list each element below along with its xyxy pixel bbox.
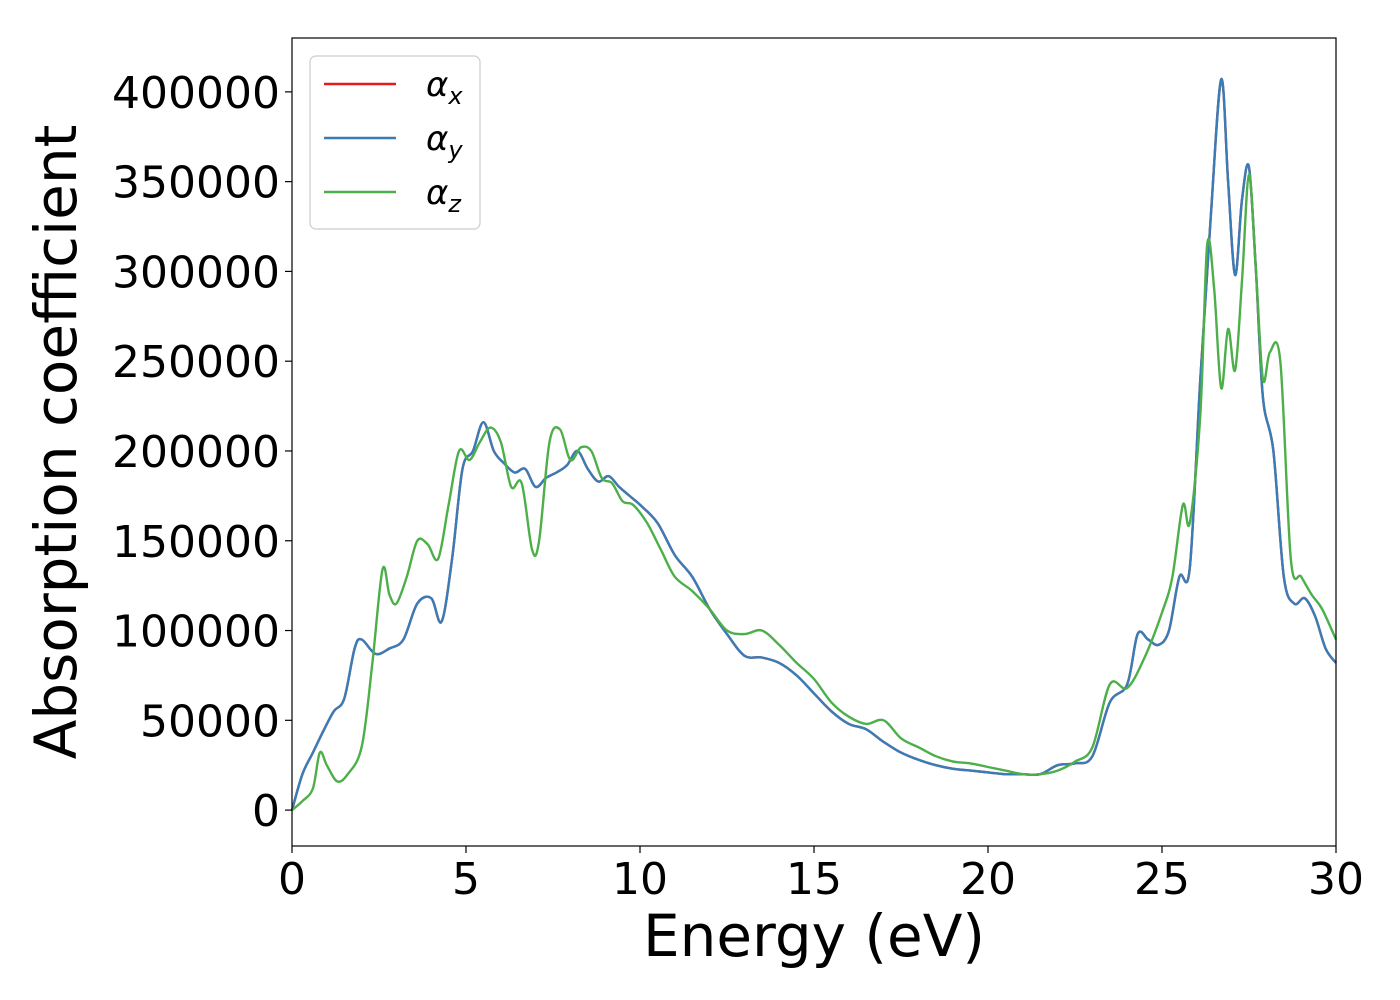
series-line-alpha-y bbox=[290, 78, 1337, 811]
y-axis-label: Absorption coefficient bbox=[22, 125, 90, 760]
x-tick-label: 5 bbox=[452, 854, 480, 905]
y-tick-label: 0 bbox=[252, 786, 280, 837]
x-tick-label: 20 bbox=[960, 854, 1016, 905]
x-tick-label: 0 bbox=[278, 854, 306, 905]
y-tick-label: 400000 bbox=[112, 68, 280, 119]
x-tick-label: 15 bbox=[786, 854, 842, 905]
y-tick-label: 250000 bbox=[112, 337, 280, 388]
legend-label-alpha-y: αy bbox=[426, 119, 463, 164]
y-tick-label: 200000 bbox=[112, 427, 280, 478]
y-tick-label: 300000 bbox=[112, 247, 280, 298]
y-tick-label: 50000 bbox=[140, 696, 280, 747]
x-tick-label: 25 bbox=[1134, 854, 1190, 905]
series-line-alpha-z bbox=[291, 173, 1338, 812]
legend-box bbox=[309, 55, 481, 230]
y-tick-label: 350000 bbox=[112, 158, 280, 209]
y-tick-label: 100000 bbox=[112, 607, 280, 658]
x-ticks: 0 5 10 15 20 25 30 bbox=[278, 846, 1364, 905]
series-layer bbox=[290, 78, 1338, 812]
x-axis-label: Energy (eV) bbox=[643, 902, 985, 970]
y-ticks: 0 50000 100000 150000 200000 250000 300000 3500… bbox=[112, 68, 292, 837]
y-tick-label: 150000 bbox=[112, 517, 280, 568]
x-tick-label: 30 bbox=[1308, 854, 1364, 905]
x-tick-label: 10 bbox=[612, 854, 668, 905]
